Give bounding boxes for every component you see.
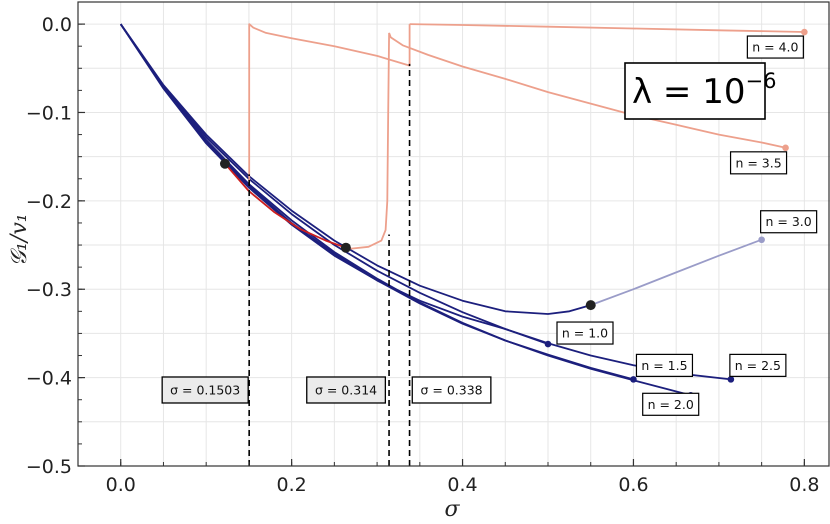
y-tick-label: −0.5 [26, 456, 72, 478]
x-tick-label: 0.0 [106, 474, 136, 496]
marker-layer [219, 158, 596, 311]
curve-label-40: n = 4.0 [752, 40, 798, 55]
curve-label-20: n = 2.0 [648, 397, 694, 412]
curve-label-40-box [746, 35, 804, 59]
y-tick-label: −0.2 [26, 191, 72, 213]
series-40-end-point [801, 28, 808, 36]
curve-label-10: n = 1.0 [562, 326, 608, 341]
vline-label-1: σ = 0.314 [315, 382, 377, 397]
curve-label-35: n = 3.5 [735, 155, 781, 170]
lambda-annotation-box [624, 62, 766, 120]
vline-label-box-0 [161, 376, 249, 404]
series-20-line [119, 23, 691, 397]
series-30-end-point [758, 236, 765, 244]
curve-label-15: n = 1.5 [641, 358, 687, 373]
curve-label-35-box [729, 151, 788, 175]
grid [77, 2, 830, 467]
vline-label-2: σ = 0.338 [420, 382, 482, 397]
black-marker-0 [219, 158, 230, 169]
curve-label-25: n = 2.5 [735, 358, 781, 373]
black-marker-1 [340, 242, 351, 253]
series-35-end-point [782, 144, 789, 152]
y-tick-label: 0.0 [42, 14, 72, 36]
vline-layer: σ = 0.1503 σ = 0.314 σ = 0.338 [161, 63, 492, 466]
curve-label-10-box [556, 321, 614, 345]
series-segment-8-line [345, 32, 390, 250]
y-tick-label: −0.1 [26, 102, 72, 124]
vline-label-0: σ = 0.1503 [170, 382, 240, 397]
series-30-extension-line [590, 238, 762, 306]
curve-label-25-box [729, 353, 787, 377]
lambda-annotation-exponent: −6 [746, 69, 777, 93]
series-segment-7-line [248, 23, 411, 182]
black-marker-2 [585, 300, 596, 311]
vline-label-box-1 [306, 376, 387, 404]
y-tick-label: −0.4 [26, 368, 72, 390]
x-tick-label: 0.8 [789, 474, 819, 496]
x-tick-label: 0.6 [618, 474, 648, 496]
x-tick-label: 0.2 [277, 474, 307, 496]
tick-layer: 0.0 0.2 0.4 0.6 0.8 0.0 −0.1 −0.2 −0.3 −0.4 −0.5 [26, 14, 820, 496]
y-tick-label: −0.3 [26, 279, 72, 301]
plot-frame [77, 1, 830, 467]
series-25-end-point [727, 376, 735, 383]
series-10-line [119, 23, 549, 345]
plot-border [77, 1, 830, 467]
curve-label-15-box [635, 353, 694, 377]
series-layer [119, 23, 808, 399]
series-35-line [388, 32, 786, 149]
curve-label-20-box [642, 392, 700, 416]
series-segment-9-line [224, 163, 347, 249]
lambda-annotation-base: λ = 10 [632, 72, 746, 112]
x-tick-label: 0.4 [447, 474, 477, 496]
vline-label-box-2 [411, 376, 492, 404]
series-25-line [119, 23, 732, 381]
curve-label-30-box [760, 210, 818, 234]
series-30-line [119, 23, 591, 315]
curve-label-30: n = 3.0 [766, 214, 812, 229]
series-40-line [409, 23, 805, 33]
lambda-annotation-text: λ = 10−6 [632, 69, 776, 112]
y-axis-title: 𝒢₁/v₁ [7, 213, 32, 266]
x-axis-title: σ [444, 497, 460, 522]
label-layer: n = 1.0 n = 1.5 n = 2.0 n = 2.5 n = 3.0 n = 3… [556, 35, 818, 416]
lambda-annotation: λ = 10−6 [624, 62, 776, 120]
